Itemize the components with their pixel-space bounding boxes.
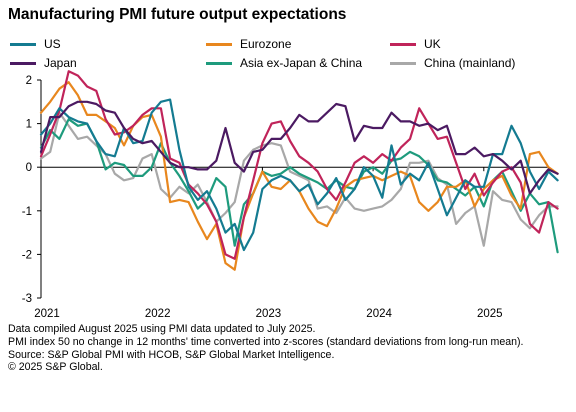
chart-title: Manufacturing PMI future output expectat… (8, 6, 347, 23)
legend-swatch-asia-ex-japan-china (206, 61, 232, 65)
footnote-source: Source: S&P Global PMI with HCOB, S&P Gl… (8, 348, 335, 361)
legend-item-eurozone: Eurozone (206, 36, 291, 52)
y-tick-label: 0 (26, 162, 32, 174)
series-lines (39, 70, 559, 271)
footnote-copyright: © 2025 S&P Global. (8, 361, 103, 374)
x-axis: 2021 2022 2023 2024 2025 (34, 166, 548, 320)
legend-item-china-mainland: China (mainland) (390, 55, 515, 71)
x-tick-label: 2023 (256, 308, 282, 320)
legend-item-uk: UK (390, 36, 441, 52)
series-line-japan (39, 100, 559, 195)
footnote-data-compiled: Data compiled August 2025 using PMI data… (8, 323, 316, 335)
legend-label-eurozone: Eurozone (240, 37, 292, 51)
x-tick-label: 2022 (145, 308, 171, 320)
legend-swatch-china-mainland (390, 61, 416, 65)
y-tick-label: 2 (26, 75, 32, 87)
legend-swatch-eurozone (206, 42, 232, 46)
legend-label-asia-ex-japan-china: Asia ex-Japan & China (240, 56, 363, 70)
legend-swatch-uk (390, 42, 416, 46)
x-tick-label: 2024 (366, 308, 392, 320)
x-tick-label: 2025 (477, 308, 503, 320)
footnotes: Data compiled August 2025 using PMI data… (8, 323, 524, 374)
footnote-method: PMI index 50 no change in 12 months' tim… (8, 335, 524, 348)
line-chart: 2 1 0 -1 -2 -3 2021 2022 2023 2024 2025 (22, 70, 559, 320)
legend-label-us: US (44, 37, 61, 51)
legend-item-japan: Japan (10, 55, 77, 71)
legend-label-uk: UK (424, 37, 441, 51)
legend-swatch-japan (10, 61, 36, 65)
legend-label-japan: Japan (44, 56, 77, 70)
series-line-china-mainland (39, 111, 559, 247)
y-tick-label: -3 (22, 293, 32, 305)
x-tick-label: 2021 (34, 308, 60, 320)
series-line-asia-ex-japan-china (39, 118, 559, 254)
legend-item-asia-ex-japan-china: Asia ex-Japan & China (206, 55, 362, 71)
y-tick-label: -1 (22, 206, 32, 218)
y-tick-label: -2 (22, 249, 32, 261)
y-axis: 2 1 0 -1 -2 -3 (22, 75, 42, 305)
legend-swatch-us (10, 42, 36, 46)
legend-label-china-mainland: China (mainland) (424, 56, 516, 70)
legend-item-us: US (10, 36, 61, 52)
y-tick-label: 1 (26, 119, 32, 131)
